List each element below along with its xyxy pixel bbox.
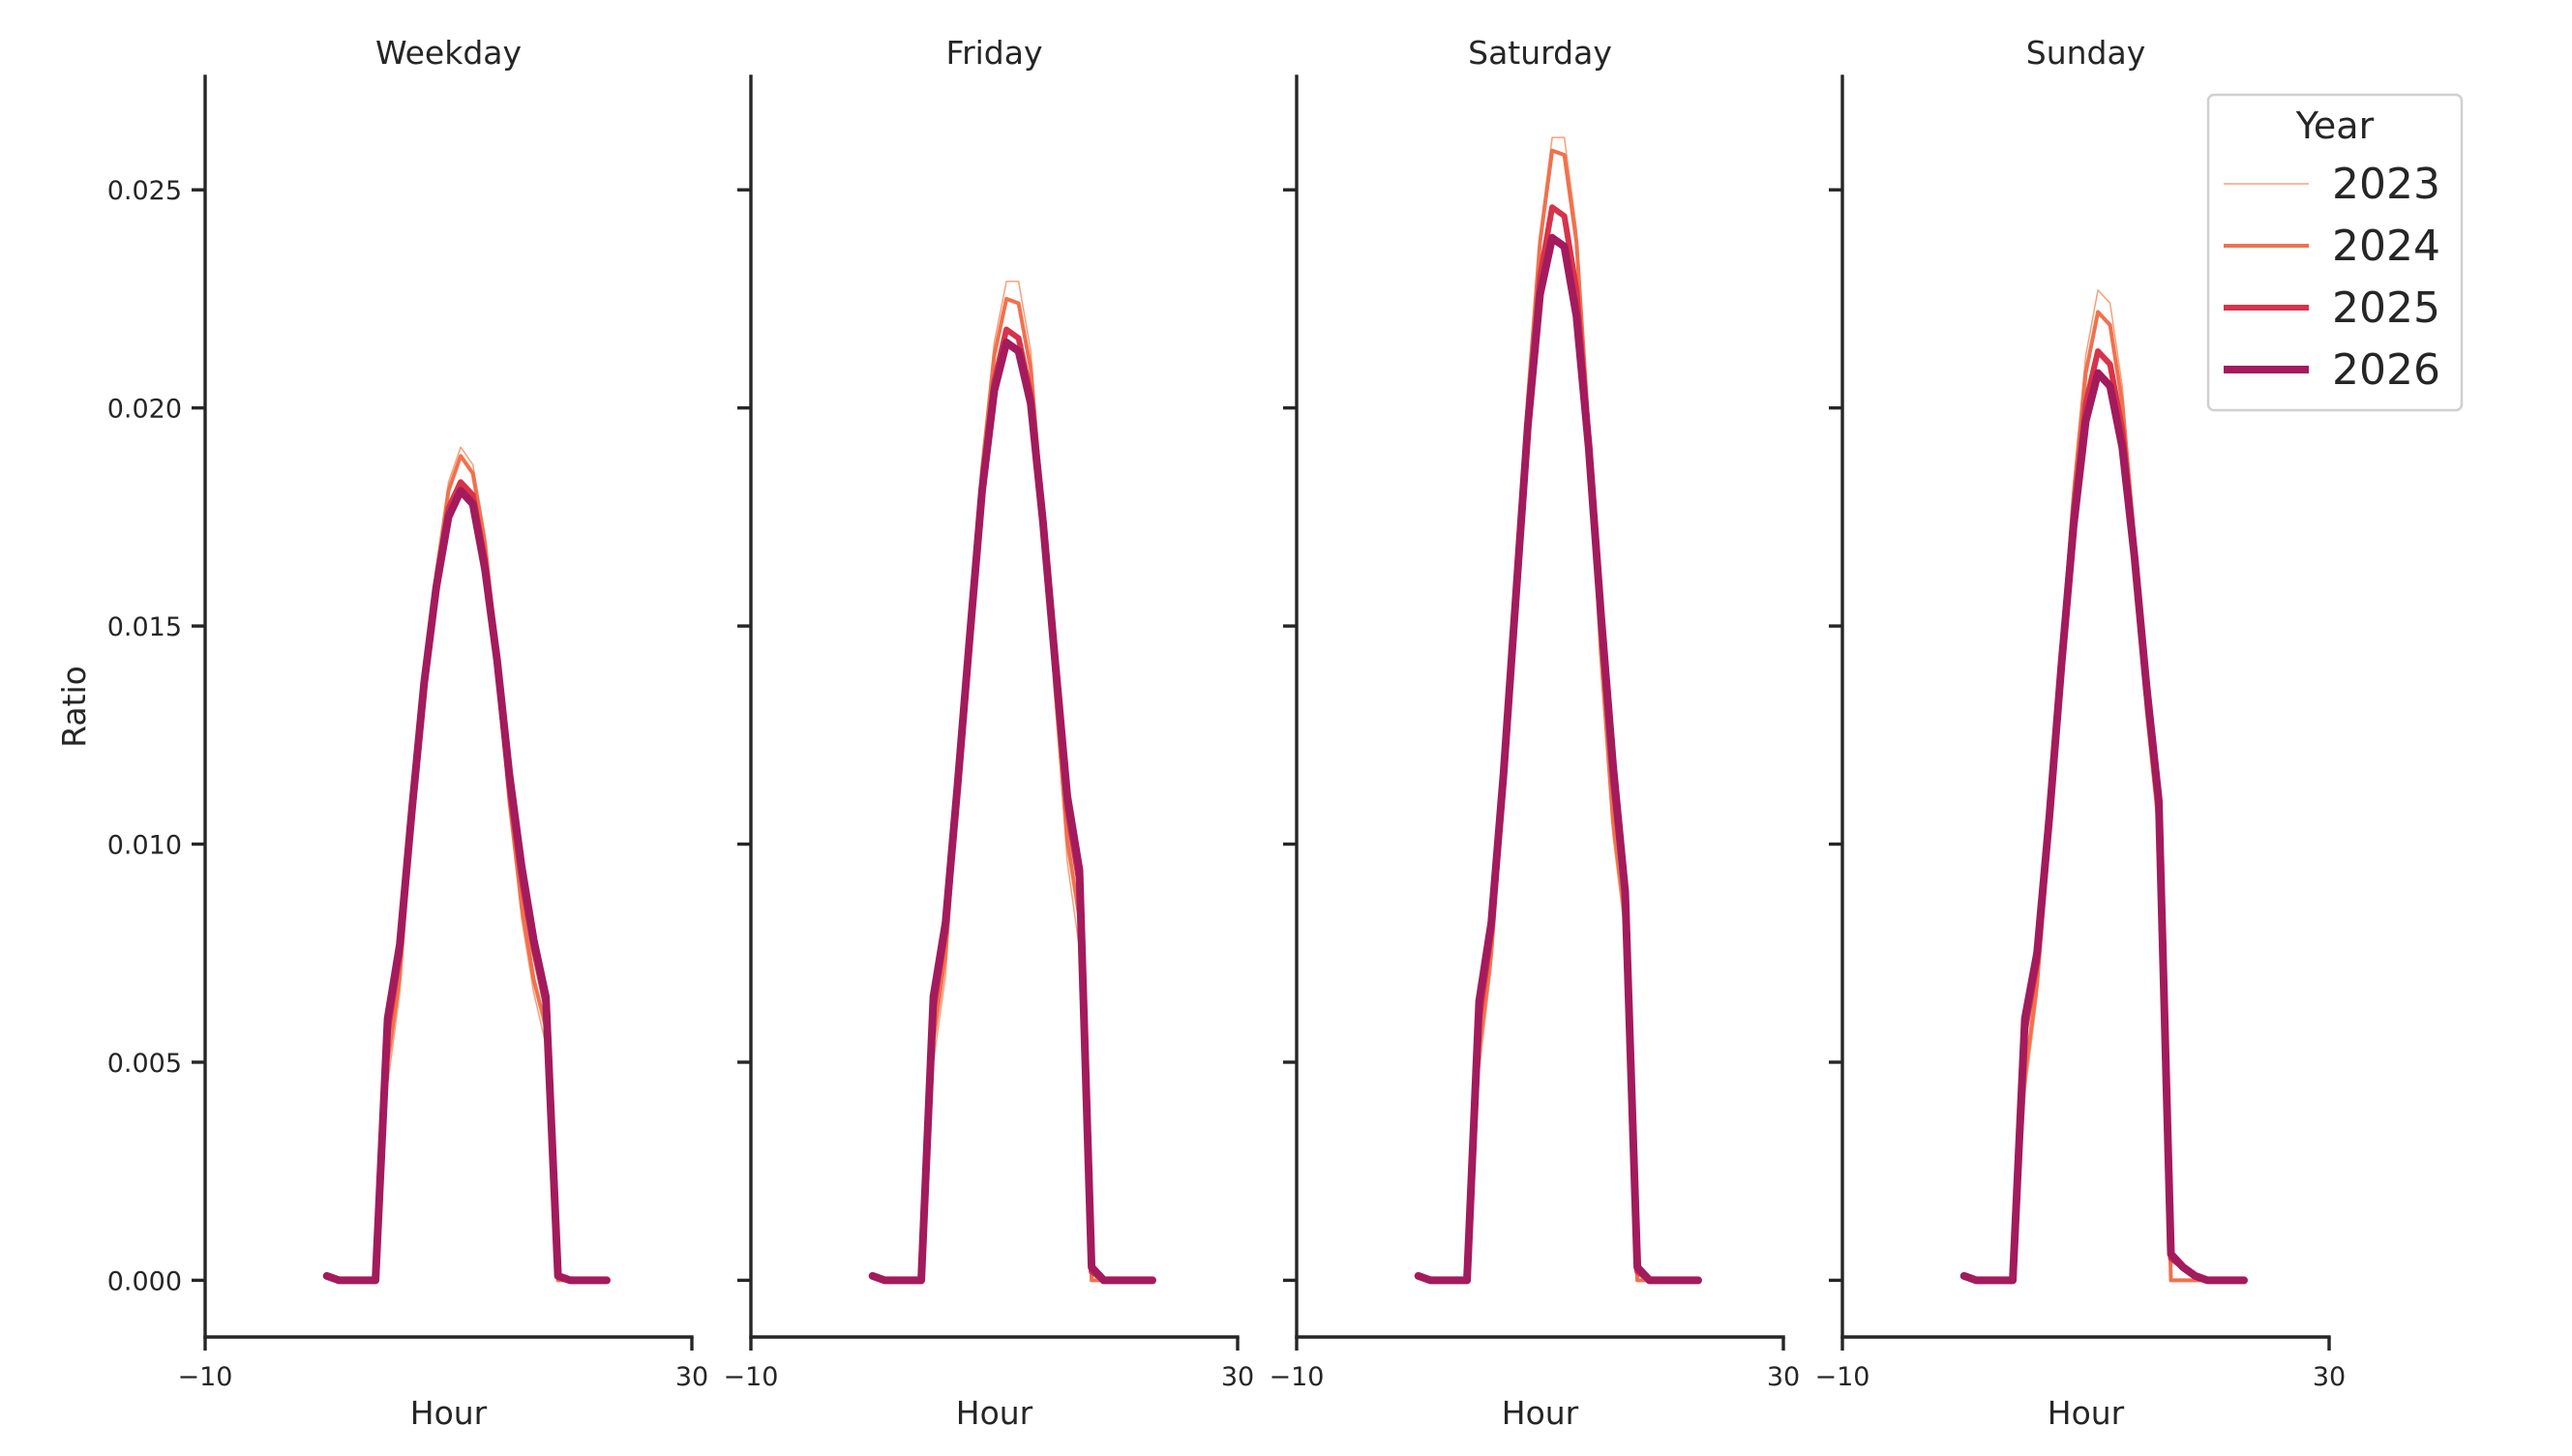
x-tick-label: −10 xyxy=(178,1362,233,1392)
panel-weekday: Weekday 0.000 0.005 0.010 0.015 0.020 0.025 −10… xyxy=(107,34,708,1432)
series-line-2024 xyxy=(870,296,1154,1283)
x-tick-label: 30 xyxy=(2313,1362,2346,1392)
y-tick-label: 0.015 xyxy=(107,612,182,642)
y-axis-title: Ratio xyxy=(55,666,93,748)
legend-box xyxy=(2206,93,2464,412)
y-tick-label: 0.025 xyxy=(107,176,182,206)
series-line-2023 xyxy=(872,281,1153,1282)
series-line-2026 xyxy=(1414,233,1702,1285)
legend-label-2024: 2024 xyxy=(2332,222,2440,271)
series-line-2026 xyxy=(322,487,611,1285)
x-tick-label: −10 xyxy=(724,1362,779,1392)
series-line-2026 xyxy=(1959,369,2248,1285)
y-tick-label: 0.010 xyxy=(107,831,182,861)
legend-label-2026: 2026 xyxy=(2332,345,2440,395)
panel-sunday: Sunday −10 30 Hour xyxy=(1815,34,2347,1432)
series-line-2025 xyxy=(869,326,1155,1284)
legend-label-2025: 2025 xyxy=(2332,283,2440,333)
y-tick-label: 0.020 xyxy=(107,395,182,425)
y-tick-label: 0.005 xyxy=(107,1049,182,1079)
x-axis-title: Hour xyxy=(410,1394,488,1432)
y-tick-label: 0.000 xyxy=(107,1266,182,1296)
legend-label-2023: 2023 xyxy=(2332,160,2440,209)
series-line-2023 xyxy=(1963,289,2245,1282)
panel-saturday: Saturday −10 30 Hour xyxy=(1270,34,1801,1432)
series-line-2024 xyxy=(1961,310,2246,1283)
series-line-2024 xyxy=(324,454,609,1283)
panel-title: Weekday xyxy=(375,34,522,72)
x-tick-label: 30 xyxy=(1221,1362,1254,1392)
series-line-2023 xyxy=(326,446,608,1282)
x-axis-title: Hour xyxy=(956,1394,1033,1432)
panel-title: Sunday xyxy=(2026,34,2145,72)
x-tick-label: 30 xyxy=(1767,1362,1800,1392)
series-line-2023 xyxy=(1418,136,1699,1282)
series-line-2025 xyxy=(1415,204,1701,1284)
series-line-2025 xyxy=(1960,348,2247,1284)
series-line-2025 xyxy=(323,479,610,1284)
legend-title: Year xyxy=(2295,104,2375,147)
panel-title: Friday xyxy=(945,34,1042,72)
legend: Year 2023 2024 2025 2026 xyxy=(2206,93,2464,412)
panel-friday: Friday −10 30 Hour xyxy=(724,34,1255,1432)
x-tick-label: −10 xyxy=(1815,1362,1870,1392)
x-tick-label: 30 xyxy=(675,1362,708,1392)
series-line-2026 xyxy=(868,339,1156,1285)
x-axis-title: Hour xyxy=(2048,1394,2125,1432)
series-line-2024 xyxy=(1416,148,1700,1283)
x-tick-label: −10 xyxy=(1270,1362,1325,1392)
x-axis-title: Hour xyxy=(1502,1394,1579,1432)
panel-title: Saturday xyxy=(1468,34,1612,72)
